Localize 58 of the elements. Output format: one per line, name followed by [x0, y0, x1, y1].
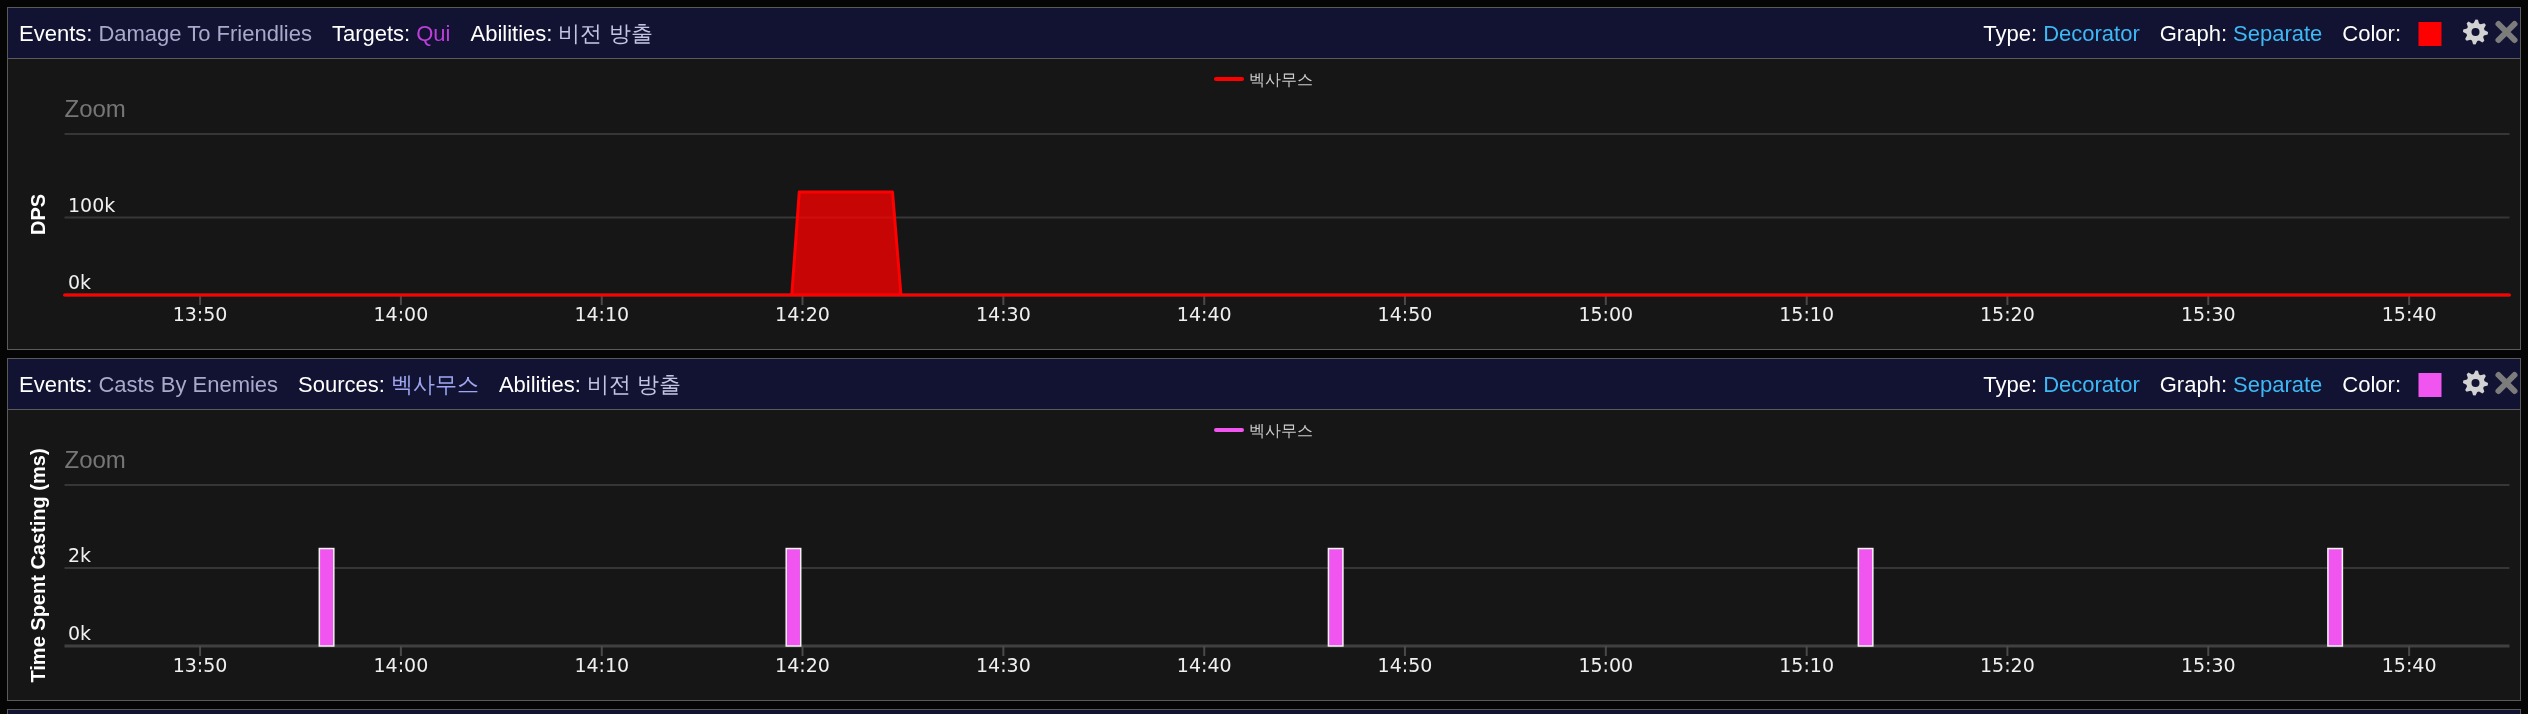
filter-label: Targets: [331, 21, 411, 46]
setting-value: Decorator [2043, 21, 2140, 46]
x-tick-label: 14:40 [1176, 303, 1232, 325]
y-tick-label: 100k [68, 193, 116, 216]
legend: 벡사무스 [1214, 422, 1313, 439]
x-tick-label: 15:30 [2180, 303, 2236, 325]
filter-value: 벡사무스 [390, 372, 479, 397]
filter-value: Damage To Friendlies [98, 21, 312, 46]
x-tick-label: 15:40 [2381, 654, 2437, 676]
x-tick-label: 15:20 [1980, 654, 2035, 676]
setting-value: Separate [2233, 21, 2323, 46]
x-tick-label: 14:10 [574, 654, 630, 676]
y-tick-label: 2k [68, 544, 92, 567]
setting-value: Decorator [2043, 372, 2140, 397]
setting-label: Type: [1983, 21, 2038, 46]
x-tick-label: 15:00 [1578, 654, 1634, 676]
setting-value: Separate [2233, 372, 2323, 397]
x-tick-label: 14:50 [1377, 654, 1433, 676]
x-tick-label: 13:50 [172, 303, 228, 325]
x-tick-label: 14:50 [1377, 303, 1433, 325]
x-tick-label: 14:10 [574, 303, 630, 325]
filter-label: Events: [19, 21, 93, 46]
filter-label: Sources: [298, 372, 385, 397]
y-tick-label: 0k [68, 622, 92, 644]
x-tick-label: 15:40 [2381, 303, 2437, 325]
filter-label: Abilities: [498, 372, 581, 397]
x-tick-label: 15:00 [1578, 303, 1634, 325]
x-tick-label: 14:40 [1176, 654, 1232, 676]
legend-label: 벡사무스 [1249, 422, 1313, 439]
y-axis-title: Time Spent Casting (ms) [27, 448, 49, 683]
x-tick-label: 14:20 [775, 654, 830, 676]
filter-value: 비전 방출 [558, 21, 653, 46]
x-tick-label: 14:30 [975, 654, 1031, 676]
x-tick-label: 15:10 [1779, 654, 1835, 676]
legend: 벡사무스 [1214, 71, 1313, 88]
filter-label: Abilities: [470, 21, 553, 46]
y-axis-title: DPS [27, 193, 49, 236]
filter-value: Qui [416, 21, 451, 46]
x-tick-label: 14:30 [975, 303, 1031, 325]
x-tick-label: 13:50 [172, 654, 228, 676]
x-tick-label: 15:30 [2180, 654, 2236, 676]
x-tick-label: 14:00 [373, 303, 429, 325]
x-tick-label: 15:20 [1980, 303, 2035, 325]
setting-label: Color: [2342, 21, 2401, 46]
filter-value: 비전 방출 [586, 372, 681, 397]
zoom-label: Zoom [64, 446, 126, 473]
y-tick-label: 0k [68, 271, 92, 293]
x-tick-label: 14:00 [373, 654, 429, 676]
setting-label: Graph: [2159, 372, 2227, 397]
setting-label: Type: [1983, 372, 2038, 397]
x-tick-label: 15:10 [1779, 303, 1835, 325]
x-tick-label: 14:20 [775, 303, 830, 325]
legend-label: 벡사무스 [1249, 71, 1313, 88]
setting-label: Color: [2342, 372, 2401, 397]
filter-label: Events: [19, 372, 93, 397]
filter-value: Casts By Enemies [98, 372, 279, 397]
zoom-label: Zoom [64, 95, 126, 122]
setting-label: Graph: [2159, 21, 2227, 46]
